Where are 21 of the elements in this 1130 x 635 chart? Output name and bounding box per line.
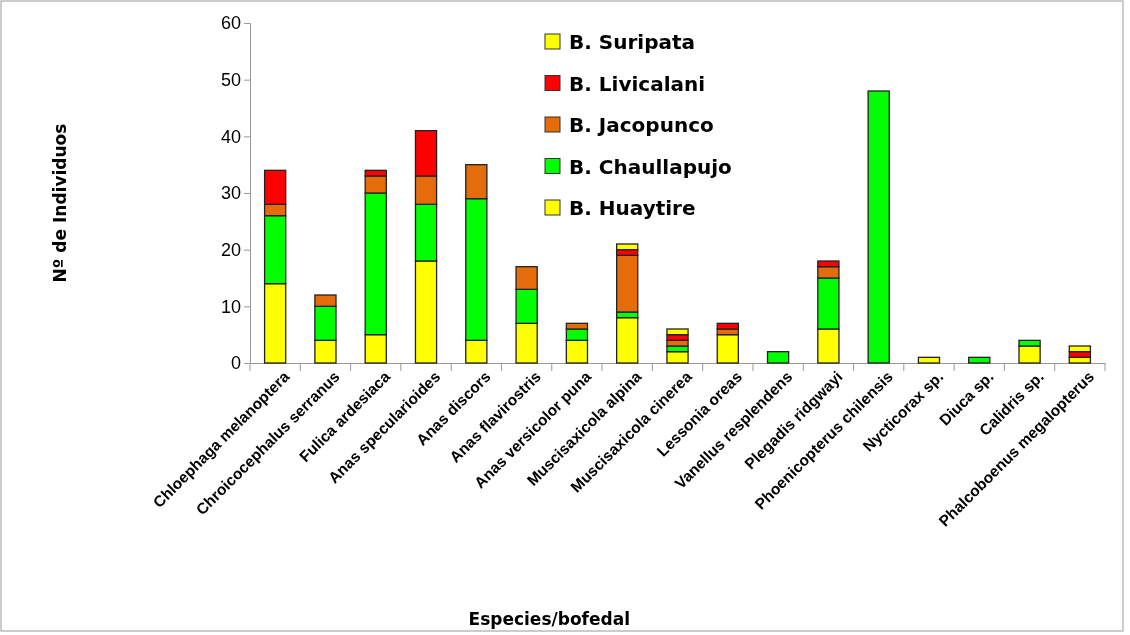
bar xyxy=(968,356,991,364)
legend-label: B. Huaytire xyxy=(569,196,696,220)
y-tick-label: 40 xyxy=(220,126,241,147)
y-tick-label: 20 xyxy=(220,239,241,260)
x-axis-title: Especies/bofedal xyxy=(468,609,630,629)
bar xyxy=(716,334,740,364)
legend-label: B. Suripata xyxy=(569,30,696,54)
y-tick-label: 10 xyxy=(220,296,241,317)
bar xyxy=(615,317,639,364)
y-tick-label: 60 xyxy=(220,13,241,34)
bar xyxy=(766,351,790,364)
y-tick-label: 30 xyxy=(220,183,241,204)
y-tick-label: 0 xyxy=(230,353,241,374)
bar xyxy=(917,356,941,364)
y-axis-title: Nº de Individuos xyxy=(50,123,70,283)
legend-label: B. Chaullapujo xyxy=(569,154,732,179)
legend-label: B. Livicalani xyxy=(569,71,706,96)
y-tick-label: 50 xyxy=(220,69,241,90)
bar xyxy=(867,90,890,364)
legend-label: B. Jacopunco xyxy=(569,113,714,137)
bar xyxy=(666,351,689,364)
